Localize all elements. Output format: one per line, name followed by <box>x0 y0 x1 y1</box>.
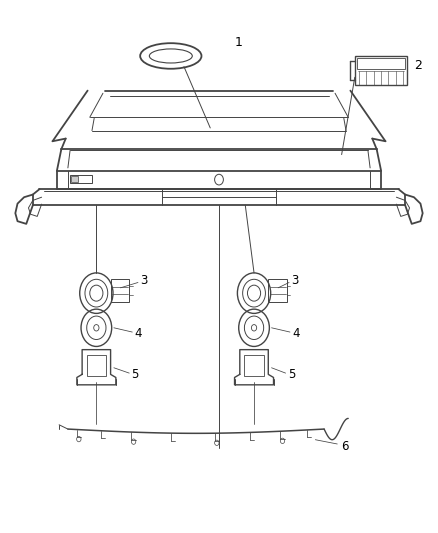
Bar <box>111 279 129 302</box>
Text: 3: 3 <box>291 274 299 287</box>
Text: 5: 5 <box>288 368 295 381</box>
Bar <box>70 175 92 183</box>
Text: 6: 6 <box>341 440 348 453</box>
Text: 5: 5 <box>131 368 139 381</box>
Text: 4: 4 <box>134 327 142 340</box>
Bar <box>87 355 106 376</box>
Text: 4: 4 <box>292 327 300 340</box>
Text: 2: 2 <box>414 59 422 71</box>
Bar <box>268 279 287 302</box>
Bar <box>357 58 405 69</box>
Bar <box>71 176 78 182</box>
Text: 1: 1 <box>235 36 243 49</box>
Bar <box>355 56 407 85</box>
Bar <box>244 355 264 376</box>
Text: 3: 3 <box>140 274 148 287</box>
